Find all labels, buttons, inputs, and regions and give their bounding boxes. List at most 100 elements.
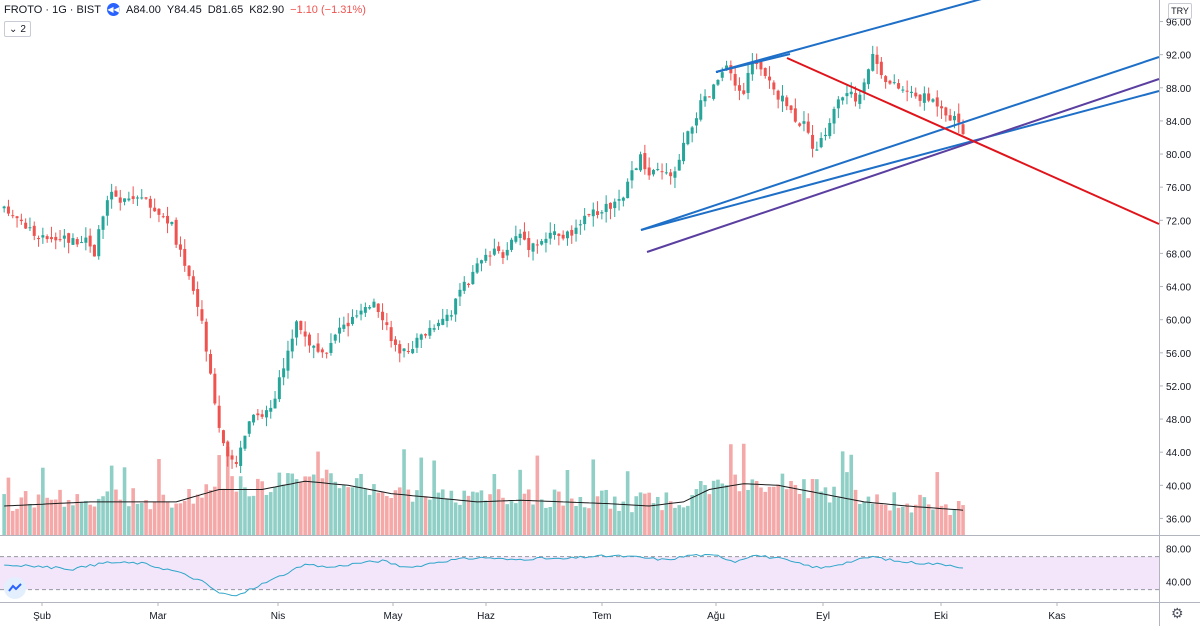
- volume-bar: [810, 478, 815, 535]
- volume-bar: [746, 489, 750, 535]
- price-tick-label: 44.00: [1166, 448, 1191, 459]
- volume-bar: [569, 498, 574, 535]
- tradingview-logo-icon[interactable]: [4, 577, 26, 599]
- candle: [634, 167, 638, 171]
- indicator-count: 2: [20, 23, 26, 35]
- volume-bar: [827, 502, 832, 535]
- candle: [643, 144, 647, 175]
- currency-badge[interactable]: TRY: [1168, 3, 1192, 19]
- price-tick-label: 64.00: [1166, 283, 1191, 294]
- candle: [325, 352, 329, 359]
- candle: [75, 237, 79, 248]
- candle: [772, 80, 776, 96]
- volume-bar: [522, 493, 527, 535]
- candle: [256, 409, 260, 421]
- candle: [153, 198, 157, 212]
- candle: [101, 215, 105, 239]
- volume-bar: [548, 507, 553, 535]
- volume-bar: [956, 500, 961, 535]
- candle: [682, 132, 686, 165]
- candle: [673, 166, 677, 189]
- volume-bar: [273, 487, 277, 535]
- volume-bar: [690, 494, 694, 535]
- volume-bar: [600, 490, 604, 535]
- candle: [729, 60, 733, 81]
- volume-bar: [664, 492, 669, 535]
- candle: [505, 242, 509, 261]
- volume-bar: [466, 495, 471, 535]
- candle: [785, 95, 789, 111]
- candle: [385, 312, 389, 331]
- candle: [888, 79, 892, 85]
- candle: [264, 405, 268, 427]
- volume-bar: [789, 481, 793, 535]
- volume-bar: [935, 472, 940, 535]
- volume-bar: [88, 504, 92, 535]
- volume-bar: [913, 504, 918, 535]
- candle: [699, 93, 703, 122]
- volume-bar: [612, 496, 617, 535]
- candle: [600, 209, 604, 220]
- volume-bar: [948, 514, 952, 535]
- candle: [651, 168, 655, 177]
- volume-bar: [445, 498, 449, 535]
- price-tick-label: 84.00: [1166, 117, 1191, 128]
- volume-bar: [139, 503, 144, 535]
- replay-icon[interactable]: ◀◀: [106, 3, 120, 16]
- volume-bar: [823, 487, 828, 535]
- candle: [647, 157, 651, 180]
- volume-bar: [896, 507, 901, 535]
- volume-bar: [161, 494, 166, 535]
- candle: [6, 199, 10, 217]
- candle: [694, 112, 698, 134]
- candle: [583, 208, 587, 231]
- candle: [24, 218, 28, 229]
- candle: [909, 85, 913, 98]
- time-axis: Şub Mar Nis May Haz Tem Ağu Eyl Eki Kas: [33, 602, 1066, 622]
- volume-bar: [303, 476, 307, 535]
- candle: [686, 130, 690, 146]
- candle: [836, 96, 840, 119]
- candle: [548, 222, 552, 245]
- candle: [359, 303, 363, 321]
- volume-bar: [354, 478, 359, 535]
- chevron-down-icon: ⌄: [9, 23, 18, 35]
- candle: [432, 324, 436, 333]
- candle: [815, 141, 819, 151]
- volume-bar: [819, 491, 823, 535]
- candle: [424, 333, 428, 339]
- candle: [196, 281, 200, 317]
- candle: [11, 209, 15, 219]
- time-tick-label: Kas: [1048, 611, 1065, 622]
- candle: [28, 217, 32, 232]
- candle: [914, 87, 918, 99]
- volume-bar: [926, 504, 931, 535]
- volume-bar: [170, 507, 174, 535]
- indicators-toggle[interactable]: ⌄ 2: [4, 21, 31, 37]
- volume-bar: [333, 481, 338, 535]
- symbol-label[interactable]: FROTO · 1G · BIST: [4, 3, 101, 16]
- candle: [372, 298, 376, 308]
- volume-bar: [152, 501, 157, 535]
- candle: [497, 241, 501, 254]
- gear-icon[interactable]: ⚙: [1171, 605, 1184, 621]
- rsi-line: [4, 553, 964, 597]
- volume-bar: [174, 503, 178, 535]
- volume-bar: [165, 502, 170, 535]
- volume-bar: [221, 488, 226, 535]
- volume-bar: [101, 496, 105, 535]
- candle: [286, 340, 290, 379]
- candle: [97, 224, 101, 260]
- candle: [501, 249, 505, 265]
- candle: [677, 153, 681, 171]
- volume-bar: [208, 490, 213, 535]
- candle: [419, 333, 423, 349]
- candle: [811, 125, 815, 158]
- volume-bar: [681, 507, 686, 535]
- candle: [144, 196, 148, 200]
- volume-bar: [281, 484, 286, 535]
- candle: [15, 215, 19, 228]
- volume-bar: [767, 486, 772, 535]
- price-tick-label: 76.00: [1166, 183, 1191, 194]
